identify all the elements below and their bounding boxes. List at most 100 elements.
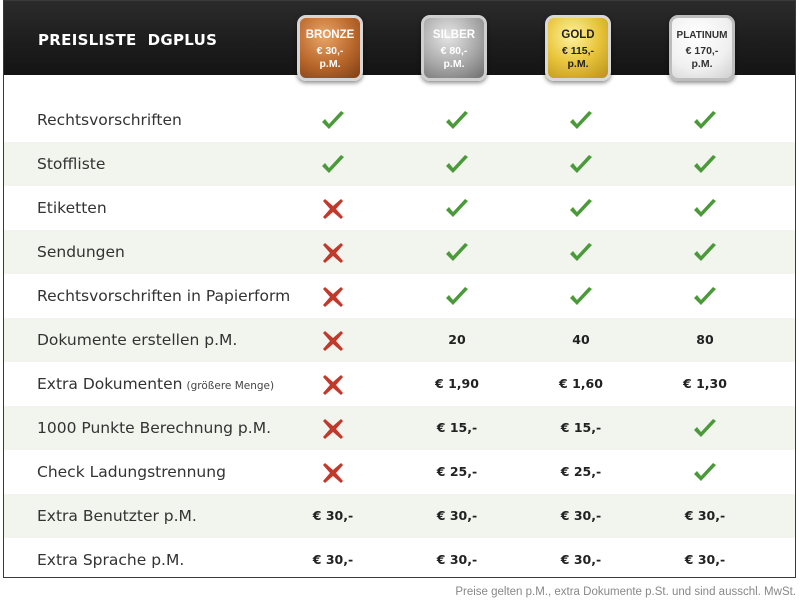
table-row: Rechtsvorschriften [4,98,795,142]
feature-label-text: Extra Sprache p.M. [37,551,185,569]
table-row: Dokumente erstellen p.M. 20 40 80 [4,318,795,362]
plan-name: PLATINUM [676,30,728,41]
plan-price: € 115,- p.M. [561,45,595,70]
feature-label-text: Rechtsvorschriften [37,111,182,129]
plan-cell-bronze [288,318,378,362]
check-icon [322,110,344,129]
table-row: Extra Sprache p.M. € 30,- € 30,- € 30,- € 30… [4,538,795,577]
price-table: PREISLISTE DGPLUS BRONZE € 30,- p.M. SIL… [3,0,796,578]
check-icon [694,418,716,437]
cell-value: 80 [696,332,714,347]
check-icon [694,198,716,217]
plan-cell-platinum [660,142,750,186]
plan-cell-gold [536,186,626,230]
plan-cell-gold: € 1,60 [536,362,626,406]
plan-price: € 170,- p.M. [685,45,719,70]
plan-cell-gold [536,230,626,274]
check-icon [694,462,716,481]
page-title: PREISLISTE DGPLUS [38,31,218,49]
plan-cell-bronze [288,362,378,406]
feature-label: Stoffliste [37,142,105,186]
feature-label: Extra Benutzter p.M. [37,494,197,538]
feature-label: Extra Dokumenten (größere Menge) [37,362,274,408]
plan-cell-bronze [288,274,378,318]
feature-label-text: Sendungen [37,243,125,261]
cell-value: € 30,- [312,552,354,567]
cross-icon [323,198,343,219]
plan-cell-gold [536,142,626,186]
feature-label: Extra Sprache p.M. [37,538,185,577]
plan-cell-gold: € 30,- [536,538,626,577]
feature-label-text: Rechtsvorschriften in Papierform [37,287,291,305]
cell-value: 20 [448,332,466,347]
plan-cell-platinum: € 1,30 [660,362,750,406]
plan-name: BRONZE [305,29,355,41]
cell-value: € 30,- [560,552,602,567]
feature-label: Etiketten [37,186,107,230]
plan-price: € 80,- p.M. [440,45,468,70]
table-row: Sendungen [4,230,795,274]
table-row: Extra Benutzter p.M. € 30,- € 30,- € 30,- € … [4,494,795,538]
plan-cell-platinum [660,274,750,318]
check-icon [694,110,716,129]
plan-cell-bronze [288,142,378,186]
plan-cell-bronze [288,450,378,494]
check-icon [694,286,716,305]
check-icon [570,242,592,261]
cell-value: € 30,- [436,508,478,523]
plan-cell-bronze [288,186,378,230]
check-icon [446,154,468,173]
feature-label-text: Extra Benutzter p.M. [37,507,197,525]
plan-cell-bronze: € 30,- [288,538,378,577]
plan-cell-silber: € 30,- [412,538,502,577]
check-icon [570,110,592,129]
plan-cell-platinum: € 30,- [660,538,750,577]
plan-cell-platinum [660,230,750,274]
plan-badge-silber: SILBER € 80,- p.M. [421,15,487,81]
plan-badge-bronze: BRONZE € 30,- p.M. [297,15,363,81]
cell-value: € 25,- [436,464,478,479]
plan-cell-platinum: 80 [660,318,750,362]
cross-icon [323,462,343,483]
table-row: Etiketten [4,186,795,230]
cross-icon [323,374,343,395]
feature-label-text: Etiketten [37,199,107,217]
plan-name: SILBER [432,29,476,41]
feature-label: Sendungen [37,230,125,274]
plan-cell-silber [412,186,502,230]
table-row: Rechtsvorschriften in Papierform [4,274,795,318]
feature-label: Check Ladungstrennung [37,450,226,494]
plan-cell-bronze [288,98,378,142]
plan-cell-gold: € 30,- [536,494,626,538]
plan-cell-gold: € 15,- [536,406,626,450]
check-icon [570,154,592,173]
feature-label-text: Stoffliste [37,155,106,173]
plan-cell-platinum: € 30,- [660,494,750,538]
cell-value: € 30,- [436,552,478,567]
cross-icon [323,330,343,351]
cell-value: € 15,- [436,420,478,435]
cell-value: € 25,- [560,464,602,479]
check-icon [446,286,468,305]
cell-value: 40 [572,332,590,347]
plan-cell-gold [536,98,626,142]
check-icon [694,242,716,261]
plan-cell-platinum [660,406,750,450]
plan-cell-bronze: € 30,- [288,494,378,538]
plan-cell-silber [412,274,502,318]
cross-icon [323,418,343,439]
check-icon [446,110,468,129]
feature-label-text: Dokumente erstellen p.M. [37,331,238,349]
plan-price: € 30,- p.M. [316,45,344,70]
feature-label-text: 1000 Punkte Berechnung p.M. [37,419,271,437]
feature-label: Dokumente erstellen p.M. [37,318,237,362]
table-row: 1000 Punkte Berechnung p.M. € 15,- € 15,- [4,406,795,450]
plan-cell-silber [412,98,502,142]
feature-note: (größere Menge) [186,380,275,392]
plan-cell-platinum [660,98,750,142]
plan-cell-gold [536,274,626,318]
cell-value: € 1,90 [435,376,479,391]
plan-cell-silber: € 15,- [412,406,502,450]
plan-cell-platinum [660,186,750,230]
cell-value: € 30,- [684,552,726,567]
